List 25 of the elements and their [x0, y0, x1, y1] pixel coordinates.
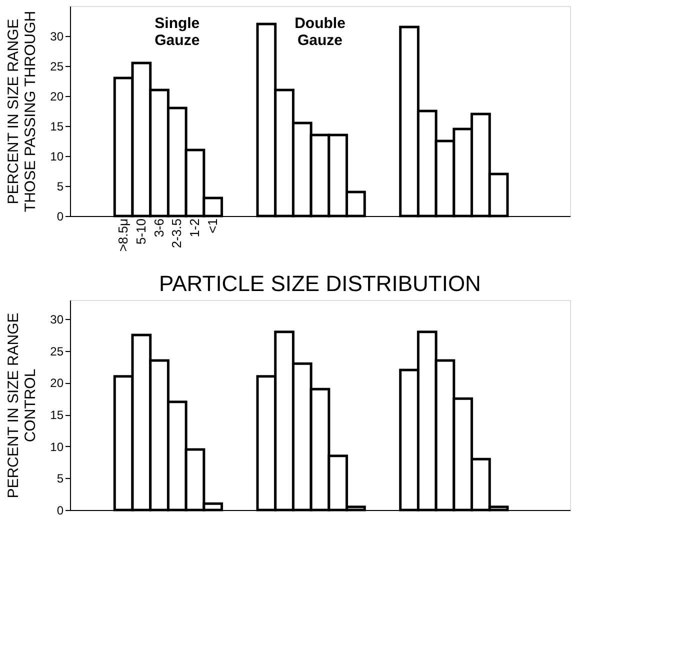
y-tick-label: 30 — [50, 30, 64, 44]
y-tick-label: 10 — [50, 440, 64, 454]
y-tick-label: 0 — [56, 210, 64, 224]
series-label: Double Gauze — [294, 15, 346, 49]
y-axis-title: PERCENT IN SIZE RANGE THOSE PASSING THROUGH — [5, 10, 40, 212]
y-tick-label: 5 — [56, 472, 64, 486]
y-tick-label: 0 — [56, 504, 64, 518]
series-label: Single Gauze — [154, 15, 200, 49]
y-tick-label: 15 — [50, 408, 64, 422]
x-tick-label: 2-3.5 — [169, 218, 184, 248]
x-tick-label: 3-6 — [151, 218, 166, 238]
y-tick-label: 25 — [50, 60, 64, 74]
chart-title: PARTICLE SIZE DISTRIBUTION — [159, 271, 481, 296]
y-tick-label: 15 — [50, 120, 64, 134]
x-tick-label: 5-10 — [133, 218, 148, 245]
x-tick-label: 1-2 — [187, 218, 202, 238]
y-tick-label: 30 — [50, 312, 64, 327]
y-axis-title: PERCENT IN SIZE RANGE CONTROL — [5, 312, 40, 498]
x-tick-label: <1 — [204, 218, 220, 234]
y-tick-label: 20 — [50, 90, 64, 104]
y-tick-label: 25 — [50, 344, 64, 358]
y-tick-label: 10 — [50, 150, 64, 164]
y-tick-label: 20 — [50, 376, 64, 390]
x-tick-label: >8.5μ — [116, 218, 131, 252]
y-tick-label: 5 — [56, 180, 64, 194]
